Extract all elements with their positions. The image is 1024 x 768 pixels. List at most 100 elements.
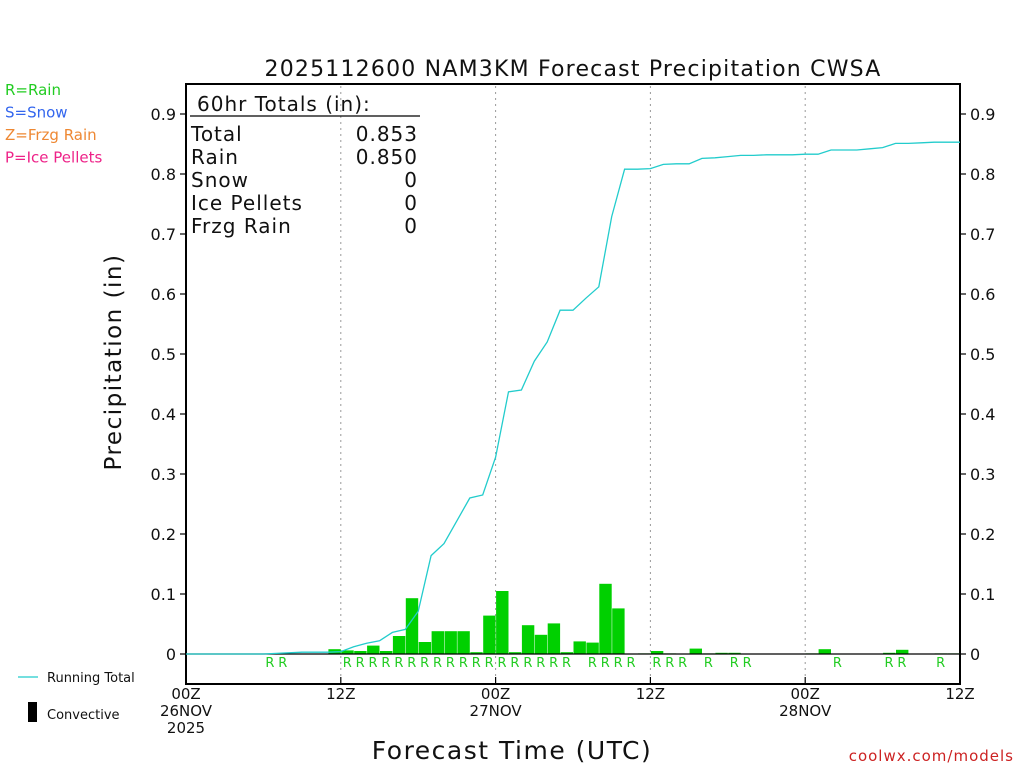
precip-type-legend-item: R=Rain (5, 81, 61, 99)
rain-marker: R (704, 656, 713, 671)
y-tick-label-left: 0.1 (151, 585, 176, 604)
convective-swatch (28, 702, 37, 722)
rain-marker: R (885, 656, 894, 671)
precip-type-legend-item: S=Snow (5, 104, 68, 122)
totals-row-label: Total (190, 122, 243, 146)
x-axis-label: Forecast Time (UTC) (372, 736, 652, 765)
precip-type-legend: R=Rain S=Snow Z=Frzg Rain P=Ice Pellets (5, 81, 102, 167)
bottom-legend: Running Total Convective (18, 671, 135, 723)
precip-bar (354, 651, 367, 654)
precip-bar (509, 652, 522, 654)
rain-marker: R (652, 656, 661, 671)
y-tick-label-left: 0.5 (151, 345, 176, 364)
rain-marker: R (407, 656, 416, 671)
y-tick-label-right: 0.7 (970, 225, 995, 244)
precip-bar (586, 642, 599, 654)
rain-marker: R (265, 656, 274, 671)
rain-marker: R (614, 656, 623, 671)
precip-bar (689, 648, 702, 654)
rain-marker: R (743, 656, 752, 671)
rain-marker: R (420, 656, 429, 671)
x-tick-label: 12Z (636, 685, 665, 703)
totals-row-label: Ice Pellets (191, 191, 303, 215)
x-tick-label: 00Z (791, 685, 820, 703)
totals-row-value: 0.850 (356, 145, 418, 169)
rain-marker: R (356, 656, 365, 671)
precip-bar (367, 645, 380, 654)
y-tick-label-left: 0.3 (151, 465, 176, 484)
totals-row-value: 0 (404, 191, 418, 215)
rain-marker: R (678, 656, 687, 671)
running-total-legend-label: Running Total (47, 671, 135, 686)
y-tick-label-left: 0.8 (151, 165, 176, 184)
totals-row-value: 0.853 (356, 122, 418, 146)
totals-row-label: Frzg Rain (191, 214, 292, 238)
precip-bars (328, 583, 960, 654)
rain-marker: R (833, 656, 842, 671)
y-tick-label-right: 0.6 (970, 285, 995, 304)
rain-marker: R (446, 656, 455, 671)
totals-row-label: Rain (191, 145, 239, 169)
x-tick-label: 00Z (481, 685, 510, 703)
y-tick-label-right: 0.8 (970, 165, 995, 184)
precip-bar (470, 652, 483, 654)
chart-title: 2025112600 NAM3KM Forecast Precipitation… (265, 57, 882, 82)
plot-frame (185, 83, 961, 685)
y-tick-label-right: 0 (970, 645, 980, 664)
x-tick-label: 27NOV (470, 702, 523, 720)
precip-bar (521, 625, 535, 654)
y-tick-label-right: 0.2 (970, 525, 995, 544)
rain-marker: R (588, 656, 597, 671)
rain-marker: R (498, 656, 507, 671)
y-tick-label-right: 0.9 (970, 105, 995, 124)
precip-bar (650, 651, 664, 654)
x-tick-label: 28NOV (779, 702, 832, 720)
rain-marker: R (485, 656, 494, 671)
rain-marker: R (459, 656, 468, 671)
precip-bar (418, 642, 432, 654)
rain-marker: R (665, 656, 674, 671)
precip-bar (612, 608, 625, 654)
rain-marker: R (472, 656, 481, 671)
y-tick-label-right: 0.5 (970, 345, 995, 364)
convective-legend-label: Convective (47, 708, 120, 723)
x-tick-label: 2025 (167, 719, 205, 737)
y-axis-left: 0 0.1 0.2 0.3 0.4 0.5 0.6 0.7 0.8 0.9 (151, 105, 186, 664)
y-tick-label-left: 0.4 (151, 405, 176, 424)
y-tick-label-left: 0.9 (151, 105, 176, 124)
rain-marker: R (523, 656, 532, 671)
precip-bar (457, 631, 470, 654)
precip-type-legend-item: Z=Frzg Rain (5, 126, 97, 144)
precip-bar (431, 631, 444, 654)
precip-bar (483, 615, 496, 654)
totals-box: 60hr Totals (in): Total 0.853 Rain 0.850 Sno… (190, 92, 420, 238)
y-tick-label-left: 0.2 (151, 525, 176, 544)
x-tick-label: 12Z (326, 685, 355, 703)
y-tick-label-right: 0.1 (970, 585, 995, 604)
precip-bar (444, 631, 457, 654)
rain-marker: R (278, 656, 287, 671)
rain-marker: R (536, 656, 545, 671)
y-axis-right: 0 0.1 0.2 0.3 0.4 0.5 0.6 0.7 0.8 0.9 (960, 105, 995, 664)
totals-row-value: 0 (404, 214, 418, 238)
precip-bar (560, 652, 573, 654)
precip-type-legend-item: P=Ice Pellets (5, 149, 102, 167)
precip-bar (896, 649, 909, 654)
y-tick-label-right: 0.4 (970, 405, 995, 424)
x-tick-label: 00Z (171, 685, 200, 703)
y-tick-label-left: 0.7 (151, 225, 176, 244)
rain-marker: R (433, 656, 442, 671)
running-total-line (186, 141, 960, 655)
precip-bar (380, 651, 393, 654)
rain-marker: R (343, 656, 352, 671)
totals-row-label: Snow (191, 168, 249, 192)
y-tick-label-right: 0.3 (970, 465, 995, 484)
rain-marker: R (601, 656, 610, 671)
credit-text: coolwx.com/models (849, 747, 1014, 765)
rain-marker: R (897, 656, 906, 671)
x-tick-label: 12Z (945, 685, 974, 703)
y-tick-label-left: 0 (166, 645, 176, 664)
